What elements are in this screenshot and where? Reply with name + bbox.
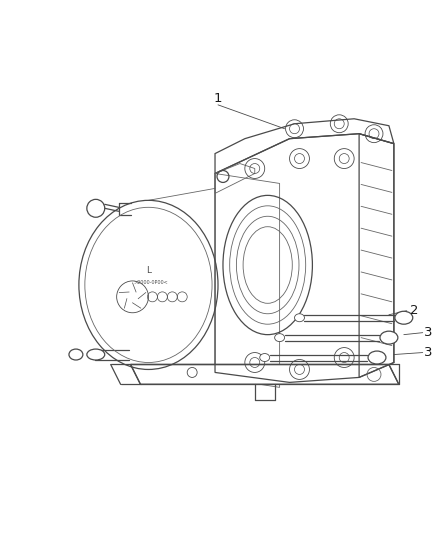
Text: 3: 3: [424, 346, 433, 359]
Ellipse shape: [69, 349, 83, 360]
Ellipse shape: [368, 351, 386, 364]
Ellipse shape: [380, 331, 398, 344]
Text: 2: 2: [410, 304, 418, 317]
Text: L: L: [146, 266, 151, 276]
Ellipse shape: [395, 311, 413, 324]
Text: 1: 1: [214, 92, 222, 106]
Polygon shape: [131, 365, 399, 384]
Ellipse shape: [294, 314, 304, 322]
Circle shape: [87, 199, 105, 217]
Ellipse shape: [260, 353, 270, 361]
Ellipse shape: [87, 349, 105, 360]
Text: 3: 3: [424, 326, 433, 339]
Text: >2000-0P00<: >2000-0P00<: [133, 280, 168, 285]
Ellipse shape: [275, 334, 285, 342]
